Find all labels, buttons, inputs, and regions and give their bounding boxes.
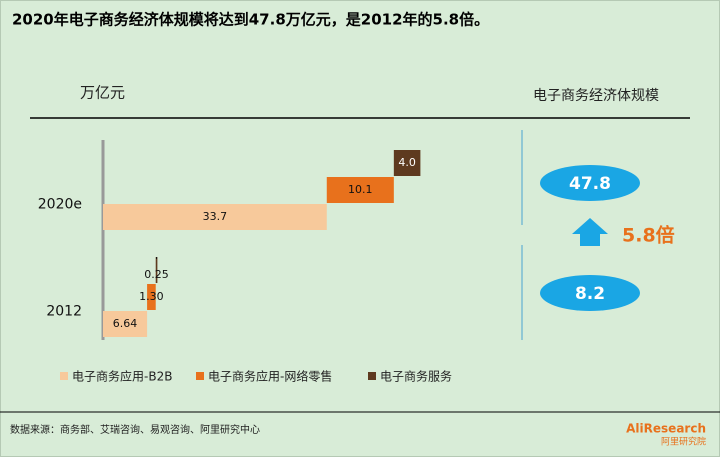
data-label: 1.30	[139, 290, 164, 303]
chart-title: 2020年电子商务经济体规模将达到47.8万亿元，是2012年的5.8倍。	[12, 11, 489, 29]
data-label: 6.64	[113, 317, 138, 330]
totals-title: 电子商务经济体规模	[533, 88, 659, 104]
legend-label: 电子商务应用-网络零售	[208, 369, 332, 384]
bar	[103, 311, 148, 337]
bar	[393, 150, 421, 176]
y-tick-label: 2020e	[38, 197, 82, 213]
growth-arrow	[572, 218, 608, 246]
total-label: 8.2	[575, 284, 605, 304]
legend-swatch	[368, 372, 376, 380]
logo-brand: AliResearch	[626, 422, 706, 436]
y-tick-label: 2012	[46, 304, 82, 320]
data-label: 0.25	[144, 268, 169, 281]
total-badge	[540, 275, 640, 311]
data-label: 33.7	[203, 210, 228, 223]
bar	[103, 204, 327, 230]
logo-name: 阿里研究院	[661, 436, 706, 448]
bar	[326, 177, 394, 203]
legend-swatch	[60, 372, 68, 380]
total-badge	[540, 165, 640, 201]
source-note: 数据来源：商务部、艾瑞咨询、易观咨询、阿里研究中心	[10, 423, 260, 436]
legend-label: 电子商务应用-B2B	[72, 369, 172, 384]
bar	[155, 257, 158, 283]
data-label: 10.1	[348, 183, 373, 196]
ratio-label: 5.8倍	[622, 224, 675, 247]
unit-label: 万亿元	[80, 84, 125, 102]
bar	[147, 284, 156, 310]
legend-label: 电子商务服务	[380, 369, 452, 384]
legend-swatch	[196, 372, 204, 380]
total-label: 47.8	[569, 174, 611, 194]
data-label: 4.0	[398, 156, 416, 169]
